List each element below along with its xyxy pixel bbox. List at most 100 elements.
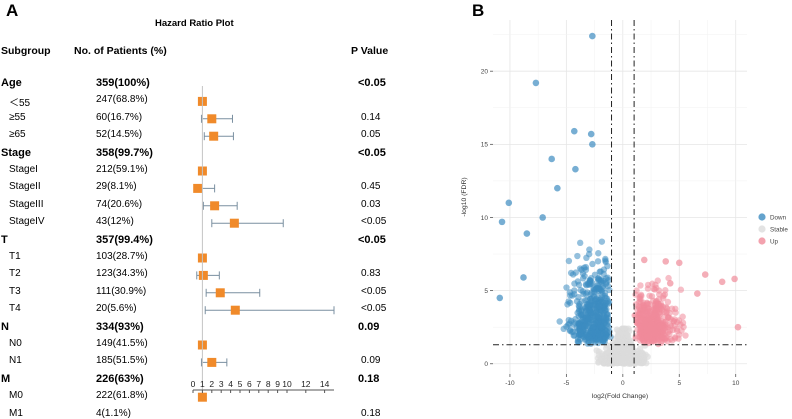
down-point <box>603 279 610 286</box>
subgroup-label: Stage <box>1 146 31 159</box>
subgroup-label: StageI <box>9 164 38 175</box>
up-point <box>657 322 664 329</box>
forest-x-tick-label: 14 <box>320 379 330 389</box>
subgroup-label: T1 <box>9 251 21 262</box>
subgroup-label: M <box>1 372 11 385</box>
up-point <box>654 277 661 284</box>
down-point <box>587 316 594 323</box>
hazard-ratio-marker <box>207 114 217 124</box>
volcano-y-tick-label: 5 <box>484 288 488 295</box>
subgroup-label: M0 <box>9 390 23 402</box>
p-value: <0.05 <box>361 216 387 228</box>
down-point <box>576 328 584 335</box>
down-point <box>565 298 572 305</box>
up-point <box>662 318 670 325</box>
patient-count: 103(28.7%) <box>96 251 148 262</box>
up-point <box>662 258 670 265</box>
stable-point <box>623 330 630 338</box>
up-point <box>665 274 672 282</box>
down-point <box>584 333 591 341</box>
patient-count: 149(41.5%) <box>96 338 148 349</box>
p-value: 0.14 <box>361 111 381 123</box>
hazard-ratio-marker <box>210 201 220 211</box>
forest-x-tick-label: 3 <box>219 379 224 389</box>
panel-b-label: B <box>472 1 485 20</box>
patient-count: 111(30.9%) <box>96 285 147 297</box>
forest-x-tick-label: 12 <box>301 379 311 389</box>
hazard-ratio-marker <box>230 305 240 315</box>
forest-x-tick-label: 7 <box>256 379 261 389</box>
down-point <box>523 230 531 237</box>
down-point <box>539 214 546 221</box>
down-point <box>590 329 597 336</box>
pvalue-header: P Value <box>351 45 389 57</box>
up-point <box>662 287 669 294</box>
stable-point <box>618 328 625 336</box>
patient-count: 222(61.8%) <box>96 390 148 402</box>
up-point <box>694 290 701 297</box>
legend-down-marker <box>758 213 766 221</box>
hazard-ratio-marker <box>193 183 203 193</box>
up-point <box>651 311 658 319</box>
stable-point <box>598 350 605 357</box>
stable-point <box>613 345 621 353</box>
up-point <box>632 291 639 298</box>
up-point <box>637 282 644 289</box>
subgroup-label: Age <box>1 77 22 89</box>
legend-stable-label: Stable <box>770 226 788 233</box>
down-point <box>587 309 595 316</box>
down-point <box>566 320 573 327</box>
down-point <box>601 306 609 314</box>
down-point <box>587 291 594 298</box>
down-point <box>569 292 576 299</box>
subgroup-label: ≥55 <box>9 111 26 123</box>
forest-x-tick-label: 8 <box>266 379 271 389</box>
up-point <box>674 327 681 335</box>
volcano-x-tick-label: 10 <box>732 380 740 387</box>
up-point <box>660 295 667 302</box>
subgroup-label: T4 <box>9 303 21 315</box>
legend-down-label: Down <box>770 214 787 221</box>
subgroup-label: T3 <box>9 285 21 297</box>
down-point <box>605 300 612 307</box>
patient-count: 226(63%) <box>96 372 144 385</box>
subgroup-label: StageIII <box>9 198 44 210</box>
up-point <box>682 332 689 339</box>
down-point <box>556 318 563 325</box>
volcano-x-tick-label: 5 <box>677 380 681 387</box>
down-point <box>587 130 595 138</box>
down-point <box>548 155 556 163</box>
forest-plot: 0 1 2 3 4 5 6 7 8 9 10 12 14 <box>191 86 335 402</box>
up-point <box>701 271 709 278</box>
down-point <box>560 325 567 333</box>
up-point <box>636 304 643 312</box>
p-value: 0.18 <box>361 407 381 419</box>
up-point <box>637 328 644 335</box>
volcano-x-tick-label: 0 <box>621 380 625 387</box>
patient-count: 74(20.6%) <box>96 198 143 210</box>
p-value: <0.05 <box>358 77 386 89</box>
down-point <box>596 337 604 344</box>
forest-title: Hazard Ratio Plot <box>155 18 234 29</box>
down-point <box>574 278 582 285</box>
hazard-ratio-marker <box>215 288 225 298</box>
patient-count: 358(99.7%) <box>96 146 153 159</box>
up-point <box>671 322 678 329</box>
patient-count: 52(14.5%) <box>96 129 143 141</box>
down-point <box>572 165 579 173</box>
stable-point <box>615 359 623 366</box>
stable-point <box>617 340 624 348</box>
up-point <box>655 300 662 308</box>
legend-stable-marker <box>758 225 766 233</box>
p-value: <0.05 <box>358 233 386 246</box>
hazard-ratio-marker <box>207 357 217 367</box>
legend-up-marker <box>758 237 766 245</box>
subgroup-label: StageIV <box>9 216 45 228</box>
volcano-y-tick-label: 0 <box>484 361 488 368</box>
down-point <box>604 274 611 281</box>
volcano-y-tick-label: 15 <box>481 142 489 149</box>
up-point <box>671 316 678 323</box>
up-point <box>663 305 671 312</box>
stable-point <box>631 355 639 362</box>
down-point <box>600 270 607 278</box>
